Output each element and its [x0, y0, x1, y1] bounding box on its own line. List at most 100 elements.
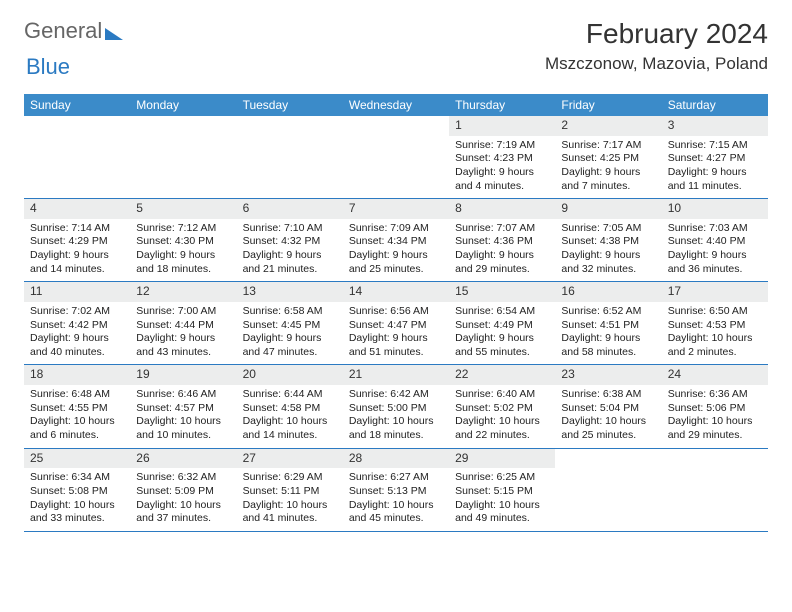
day-number: 15: [449, 282, 555, 302]
sunrise-text: Sunrise: 6:50 AM: [668, 305, 762, 319]
day-body: Sunrise: 6:44 AMSunset: 4:58 PMDaylight:…: [237, 385, 343, 448]
sunset-text: Sunset: 4:44 PM: [136, 319, 230, 333]
day-number: 25: [24, 449, 130, 469]
weekday-header: Saturday: [662, 94, 768, 116]
daylight-text: Daylight: 9 hours and 58 minutes.: [561, 332, 655, 359]
weekday-header: Tuesday: [237, 94, 343, 116]
day-cell: 8Sunrise: 7:07 AMSunset: 4:36 PMDaylight…: [449, 199, 555, 281]
week-row: 1Sunrise: 7:19 AMSunset: 4:23 PMDaylight…: [24, 116, 768, 199]
day-body: Sunrise: 6:32 AMSunset: 5:09 PMDaylight:…: [130, 468, 236, 531]
sunrise-text: Sunrise: 6:58 AM: [243, 305, 337, 319]
sunrise-text: Sunrise: 6:40 AM: [455, 388, 549, 402]
day-number: 7: [343, 199, 449, 219]
day-number: 13: [237, 282, 343, 302]
day-number: 16: [555, 282, 661, 302]
daylight-text: Daylight: 10 hours and 2 minutes.: [668, 332, 762, 359]
day-cell: 24Sunrise: 6:36 AMSunset: 5:06 PMDayligh…: [662, 365, 768, 447]
daylight-text: Daylight: 9 hours and 14 minutes.: [30, 249, 124, 276]
sunrise-text: Sunrise: 7:10 AM: [243, 222, 337, 236]
daylight-text: Daylight: 9 hours and 11 minutes.: [668, 166, 762, 193]
daylight-text: Daylight: 10 hours and 22 minutes.: [455, 415, 549, 442]
day-body: Sunrise: 6:38 AMSunset: 5:04 PMDaylight:…: [555, 385, 661, 448]
sunset-text: Sunset: 4:58 PM: [243, 402, 337, 416]
day-number: 10: [662, 199, 768, 219]
day-cell: 27Sunrise: 6:29 AMSunset: 5:11 PMDayligh…: [237, 449, 343, 531]
weekday-header: Monday: [130, 94, 236, 116]
weekday-header: Friday: [555, 94, 661, 116]
day-body: Sunrise: 6:27 AMSunset: 5:13 PMDaylight:…: [343, 468, 449, 531]
daylight-text: Daylight: 10 hours and 45 minutes.: [349, 499, 443, 526]
day-cell: 28Sunrise: 6:27 AMSunset: 5:13 PMDayligh…: [343, 449, 449, 531]
daylight-text: Daylight: 9 hours and 32 minutes.: [561, 249, 655, 276]
sunset-text: Sunset: 4:49 PM: [455, 319, 549, 333]
day-body: Sunrise: 6:34 AMSunset: 5:08 PMDaylight:…: [24, 468, 130, 531]
day-cell: 13Sunrise: 6:58 AMSunset: 4:45 PMDayligh…: [237, 282, 343, 364]
sunset-text: Sunset: 4:38 PM: [561, 235, 655, 249]
sunset-text: Sunset: 4:42 PM: [30, 319, 124, 333]
day-cell: 1Sunrise: 7:19 AMSunset: 4:23 PMDaylight…: [449, 116, 555, 198]
daylight-text: Daylight: 10 hours and 25 minutes.: [561, 415, 655, 442]
daylight-text: Daylight: 9 hours and 47 minutes.: [243, 332, 337, 359]
day-cell: 19Sunrise: 6:46 AMSunset: 4:57 PMDayligh…: [130, 365, 236, 447]
week-row: 4Sunrise: 7:14 AMSunset: 4:29 PMDaylight…: [24, 199, 768, 282]
week-row: 18Sunrise: 6:48 AMSunset: 4:55 PMDayligh…: [24, 365, 768, 448]
sunset-text: Sunset: 5:08 PM: [30, 485, 124, 499]
day-cell: 2Sunrise: 7:17 AMSunset: 4:25 PMDaylight…: [555, 116, 661, 198]
sunset-text: Sunset: 4:36 PM: [455, 235, 549, 249]
day-number: 21: [343, 365, 449, 385]
day-number: 2: [555, 116, 661, 136]
day-cell: 21Sunrise: 6:42 AMSunset: 5:00 PMDayligh…: [343, 365, 449, 447]
weekday-header: Wednesday: [343, 94, 449, 116]
day-body: Sunrise: 7:10 AMSunset: 4:32 PMDaylight:…: [237, 219, 343, 282]
daylight-text: Daylight: 9 hours and 18 minutes.: [136, 249, 230, 276]
day-cell: [343, 116, 449, 198]
daylight-text: Daylight: 9 hours and 51 minutes.: [349, 332, 443, 359]
sunset-text: Sunset: 4:23 PM: [455, 152, 549, 166]
sunset-text: Sunset: 5:06 PM: [668, 402, 762, 416]
logo: General: [24, 18, 123, 44]
day-cell: 7Sunrise: 7:09 AMSunset: 4:34 PMDaylight…: [343, 199, 449, 281]
day-body: Sunrise: 6:48 AMSunset: 4:55 PMDaylight:…: [24, 385, 130, 448]
day-cell: 16Sunrise: 6:52 AMSunset: 4:51 PMDayligh…: [555, 282, 661, 364]
day-body: Sunrise: 7:12 AMSunset: 4:30 PMDaylight:…: [130, 219, 236, 282]
day-number: 22: [449, 365, 555, 385]
sunrise-text: Sunrise: 6:52 AM: [561, 305, 655, 319]
day-cell: 6Sunrise: 7:10 AMSunset: 4:32 PMDaylight…: [237, 199, 343, 281]
weekday-header: Sunday: [24, 94, 130, 116]
sunrise-text: Sunrise: 6:44 AM: [243, 388, 337, 402]
sunrise-text: Sunrise: 6:48 AM: [30, 388, 124, 402]
day-number: 6: [237, 199, 343, 219]
day-number: 19: [130, 365, 236, 385]
sunrise-text: Sunrise: 6:46 AM: [136, 388, 230, 402]
day-cell: 14Sunrise: 6:56 AMSunset: 4:47 PMDayligh…: [343, 282, 449, 364]
sunrise-text: Sunrise: 7:12 AM: [136, 222, 230, 236]
sunrise-text: Sunrise: 6:54 AM: [455, 305, 549, 319]
day-number: 12: [130, 282, 236, 302]
sunset-text: Sunset: 5:04 PM: [561, 402, 655, 416]
day-cell: 25Sunrise: 6:34 AMSunset: 5:08 PMDayligh…: [24, 449, 130, 531]
day-body: Sunrise: 6:58 AMSunset: 4:45 PMDaylight:…: [237, 302, 343, 365]
day-number: 27: [237, 449, 343, 469]
sunset-text: Sunset: 5:15 PM: [455, 485, 549, 499]
day-body: Sunrise: 7:00 AMSunset: 4:44 PMDaylight:…: [130, 302, 236, 365]
daylight-text: Daylight: 10 hours and 49 minutes.: [455, 499, 549, 526]
sunset-text: Sunset: 4:53 PM: [668, 319, 762, 333]
day-cell: [662, 449, 768, 531]
daylight-text: Daylight: 10 hours and 18 minutes.: [349, 415, 443, 442]
sunset-text: Sunset: 4:32 PM: [243, 235, 337, 249]
day-cell: 10Sunrise: 7:03 AMSunset: 4:40 PMDayligh…: [662, 199, 768, 281]
month-title: February 2024: [545, 18, 768, 50]
sunset-text: Sunset: 5:00 PM: [349, 402, 443, 416]
day-number: 14: [343, 282, 449, 302]
day-body: Sunrise: 7:05 AMSunset: 4:38 PMDaylight:…: [555, 219, 661, 282]
sunrise-text: Sunrise: 6:29 AM: [243, 471, 337, 485]
day-cell: 5Sunrise: 7:12 AMSunset: 4:30 PMDaylight…: [130, 199, 236, 281]
day-cell: 11Sunrise: 7:02 AMSunset: 4:42 PMDayligh…: [24, 282, 130, 364]
daylight-text: Daylight: 9 hours and 29 minutes.: [455, 249, 549, 276]
weekday-header: Thursday: [449, 94, 555, 116]
sunrise-text: Sunrise: 6:38 AM: [561, 388, 655, 402]
day-cell: 17Sunrise: 6:50 AMSunset: 4:53 PMDayligh…: [662, 282, 768, 364]
sunset-text: Sunset: 5:11 PM: [243, 485, 337, 499]
sunrise-text: Sunrise: 7:05 AM: [561, 222, 655, 236]
week-row: 25Sunrise: 6:34 AMSunset: 5:08 PMDayligh…: [24, 449, 768, 532]
